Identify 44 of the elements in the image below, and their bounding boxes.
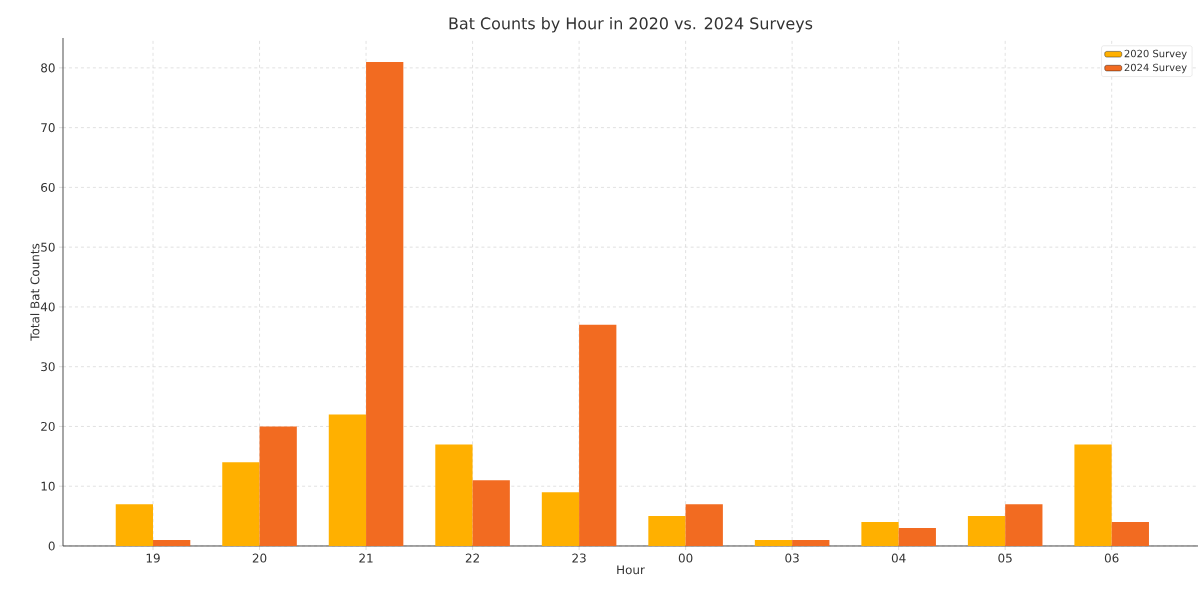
chart-title: Bat Counts by Hour in 2020 vs. 2024 Surveys (449, 17, 813, 33)
y-tick-label: 60 (41, 182, 55, 192)
y-tick-label: 20 (41, 421, 55, 431)
x-tick-label: 21 (359, 553, 373, 563)
bar (328, 414, 367, 546)
x-tick-label: 06 (1104, 553, 1119, 563)
y-axis-title: Total Bat Counts (30, 243, 40, 341)
y-tick-label: 30 (41, 362, 55, 372)
y-tick-label: 70 (41, 123, 55, 133)
bar (153, 540, 191, 546)
bar (1005, 504, 1043, 546)
bar (967, 516, 1006, 546)
bar (222, 462, 260, 546)
bar (472, 480, 510, 546)
x-tick-label: 03 (785, 553, 799, 563)
bar (685, 504, 723, 546)
x-tick-label: 20 (252, 553, 267, 563)
bar (898, 528, 936, 546)
x-tick-label: 22 (465, 553, 479, 563)
bar (792, 540, 830, 546)
x-tick-label: 23 (572, 553, 586, 563)
bar (579, 324, 617, 546)
legend-label: 2020 Survey (1124, 49, 1187, 60)
y-tick-label: 10 (41, 481, 55, 491)
y-tick-label: 50 (41, 242, 55, 252)
x-tick-label: 05 (998, 553, 1012, 563)
bar (115, 504, 154, 546)
x-axis-title: Hour (617, 565, 645, 575)
y-tick-label: 0 (48, 541, 55, 551)
bar (541, 492, 580, 546)
bar (1111, 522, 1149, 546)
legend-label: 2024 Survey (1124, 63, 1187, 74)
bar (754, 540, 793, 546)
bar (861, 522, 899, 546)
bar (435, 444, 473, 546)
bar (259, 426, 297, 546)
bar (648, 516, 686, 546)
x-tick-label: 19 (146, 553, 160, 563)
x-tick-label: 00 (678, 553, 693, 563)
y-tick-label: 40 (40, 302, 55, 312)
y-tick-label: 80 (41, 63, 55, 73)
bar (366, 61, 404, 546)
x-tick-label: 04 (891, 553, 906, 563)
bar (1074, 444, 1112, 546)
